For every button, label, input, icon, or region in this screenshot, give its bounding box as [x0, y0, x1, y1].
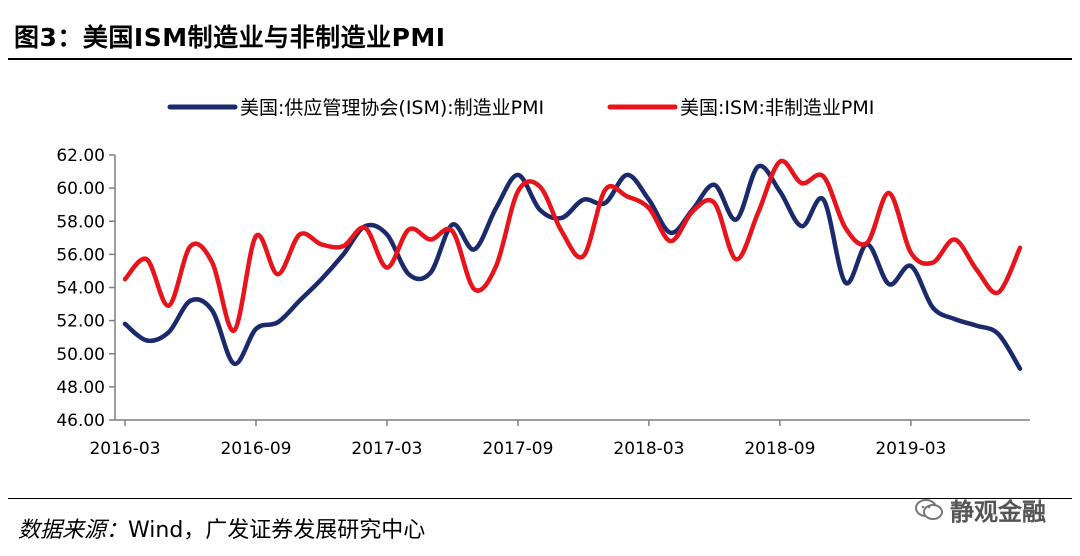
figure-title: 图3：美国ISM制造业与非制造业PMI [14, 23, 446, 52]
source-label: 数据来源： [18, 518, 129, 543]
legend: 美国:供应管理协会(ISM):制造业PMI 美国:ISM:非制造业PMI [167, 97, 874, 119]
source-text: Wind，广发证券发展研究中心 [128, 518, 426, 543]
y-tick-label: 54.00 [56, 279, 105, 299]
x-tick-label: 2017-03 [351, 439, 422, 459]
watermark-text: 静观金融 [950, 498, 1046, 526]
wechat-icon [915, 498, 943, 520]
source-note: 数据来源：Wind，广发证券发展研究中心 [18, 512, 425, 544]
watermark: 静观金融 [914, 492, 1046, 527]
y-tick-label: 62.00 [56, 146, 105, 166]
x-tick-label: 2016-09 [220, 439, 291, 459]
x-tick-label: 2019-03 [875, 439, 946, 459]
y-tick-label: 58.00 [56, 212, 105, 232]
legend-label-non-manufacturing: 美国:ISM:非制造业PMI [680, 97, 874, 119]
y-tick-label: 56.00 [56, 245, 105, 265]
source-rule [8, 498, 1072, 499]
line-chart: 美国:供应管理协会(ISM):制造业PMI 美国:ISM:非制造业PMI 46.… [56, 97, 1030, 459]
series-layer [122, 158, 1023, 371]
y-axis: 46.00 48.00 50.00 52.00 54.00 56.00 58.00 60.00… [56, 146, 116, 431]
legend-label-manufacturing: 美国:供应管理协会(ISM):制造业PMI [240, 97, 544, 119]
y-tick-label: 60.00 [56, 179, 105, 199]
x-axis: 2016-03 2016-09 2017-03 2017-09 2018-03 2018-… [89, 419, 1030, 459]
x-tick-label: 2016-03 [89, 439, 160, 459]
x-tick-label: 2018-03 [613, 439, 684, 459]
title-rule [8, 58, 1072, 60]
x-tick-label: 2017-09 [482, 439, 553, 459]
y-tick-label: 50.00 [56, 345, 105, 365]
y-tick-label: 48.00 [56, 378, 105, 398]
x-tick-label: 2018-09 [744, 439, 815, 459]
y-tick-label: 46.00 [56, 411, 105, 431]
y-tick-label: 52.00 [56, 312, 105, 332]
series-line-non-manufacturing [122, 158, 1023, 333]
